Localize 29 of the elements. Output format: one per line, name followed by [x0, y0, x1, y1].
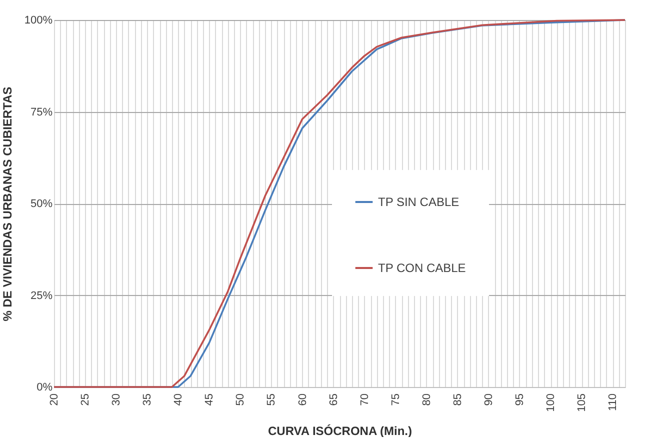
x-tick-label: 100: [545, 394, 558, 412]
x-tick-label: 50: [234, 394, 247, 406]
x-tick-label: 20: [48, 394, 60, 406]
y-tick-label: 25%: [30, 290, 53, 302]
x-tick-label: 75: [390, 394, 402, 406]
x-tick-label: 105: [576, 394, 588, 412]
x-tick-label: 65: [328, 394, 340, 406]
line-series: [53, 19, 626, 388]
x-tick-label: 45: [204, 394, 216, 406]
y-axis-title: % DE VIVIENDAS URBANAS CUBIERTAS: [0, 86, 14, 322]
x-tick-label: 60: [296, 394, 309, 406]
x-tick-label: 25: [80, 394, 92, 406]
x-tick-label: 30: [110, 394, 123, 406]
x-tick-label: 55: [266, 394, 278, 406]
x-tick-label: 70: [358, 394, 371, 406]
x-tick-label: 95: [514, 394, 526, 406]
y-tick-label: 50%: [30, 198, 53, 210]
x-tick-label: 110: [607, 394, 620, 412]
x-tick-label: 85: [452, 394, 464, 406]
x-tick-label: 90: [482, 394, 495, 406]
y-tick-label: 100%: [24, 14, 53, 26]
x-axis-title: CURVA ISÓCRONA (Min.): [268, 424, 412, 438]
x-tick-label: 40: [172, 394, 185, 406]
legend-label: TP SIN CABLE: [378, 195, 460, 209]
y-tick-label: 75%: [30, 106, 53, 118]
x-tick-label: 80: [420, 394, 433, 406]
y-tick-label: 0%: [36, 382, 53, 394]
legend-label: TP CON CABLE: [378, 261, 466, 275]
x-tick-label: 35: [142, 394, 154, 406]
